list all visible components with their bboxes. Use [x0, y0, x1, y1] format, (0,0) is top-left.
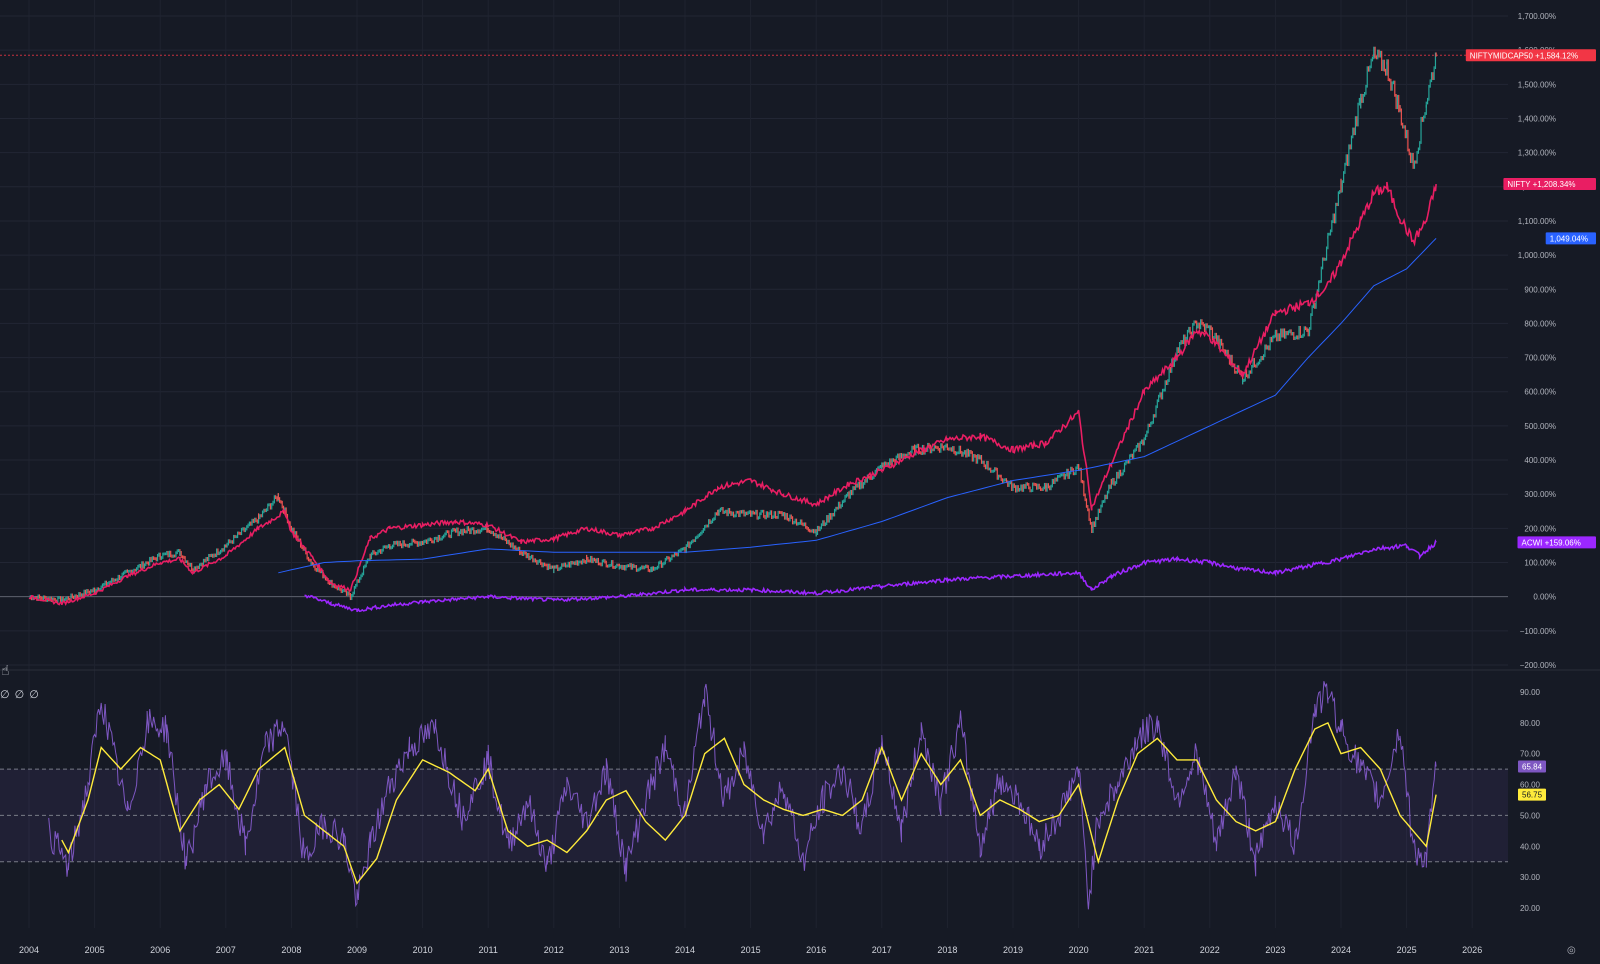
- x-tick-label-0: 2004: [19, 945, 39, 955]
- y-tick-label-15: 200.00%: [1524, 524, 1556, 533]
- y-tick-label-0: 1,700.00%: [1518, 12, 1556, 21]
- oscillator-series: [48, 681, 1437, 910]
- y-tick-label-9: 800.00%: [1524, 319, 1556, 328]
- y-tick-label-16: 100.00%: [1524, 559, 1556, 568]
- x-tick-label-6: 2010: [413, 945, 433, 955]
- x-tick-label-2: 2006: [150, 945, 170, 955]
- x-tick-label-13: 2017: [872, 945, 892, 955]
- osc-tick-label-1: 80.00: [1520, 719, 1541, 728]
- price-scale[interactable]: 1,700.00%1,600.00%1,500.00%1,400.00%1,30…: [1518, 12, 1556, 670]
- y-tick-label-11: 600.00%: [1524, 388, 1556, 397]
- x-tick-label-16: 2020: [1069, 945, 1089, 955]
- osc-tick-label-7: 20.00: [1520, 904, 1541, 913]
- oscillator-pane: [0, 768, 1508, 863]
- x-tick-label-10: 2014: [675, 945, 695, 955]
- last-label-0: NIFTYMIDCAP50 +1,584.12%: [1470, 51, 1578, 60]
- last-label-2: 1,049.04%: [1550, 234, 1588, 243]
- x-tick-label-3: 2007: [216, 945, 236, 955]
- series-line-acwi: [304, 539, 1437, 613]
- osc-tick-label-3: 60.00: [1520, 781, 1541, 790]
- y-tick-label-18: −100.00%: [1520, 627, 1556, 636]
- osc-tick-label-4: 50.00: [1520, 811, 1541, 820]
- last-label-1: NIFTY +1,208.34%: [1507, 180, 1575, 189]
- y-tick-label-14: 300.00%: [1524, 490, 1556, 499]
- x-tick-label-11: 2015: [741, 945, 761, 955]
- oscillator-scale[interactable]: 90.00 80.00 70.00 60.00 50.00 40.00 30.00 20.00: [1520, 688, 1541, 913]
- osc-tick-label-6: 30.00: [1520, 873, 1541, 882]
- hand-point-icon[interactable]: ☝: [1, 663, 10, 679]
- osc-tick-label-5: 40.00: [1520, 842, 1541, 851]
- osc-tick-label-2: 70.00: [1520, 750, 1541, 759]
- x-tick-label-8: 2012: [544, 945, 564, 955]
- osc-label-bg-1: [1518, 788, 1546, 801]
- x-tick-label-14: 2018: [937, 945, 957, 955]
- main-series: [28, 46, 1437, 613]
- y-tick-label-2: 1,500.00%: [1518, 80, 1556, 89]
- y-tick-label-17: 0.00%: [1533, 593, 1556, 602]
- last-label-bg-0: [1465, 49, 1596, 62]
- y-tick-label-12: 500.00%: [1524, 422, 1556, 431]
- osc-last-label-0: 65.84: [1522, 763, 1543, 772]
- legend-glyph-1: ∅: [0, 688, 13, 701]
- x-tick-label-18: 2022: [1200, 945, 1220, 955]
- settings-icon[interactable]: ◎: [1567, 945, 1576, 956]
- time-scale[interactable]: 2004 2005 2006 2007 2008 2009 2010 2011 2012 2013…: [19, 945, 1482, 955]
- x-tick-label-19: 2023: [1265, 945, 1285, 955]
- x-tick-label-4: 2008: [281, 945, 301, 955]
- y-tick-label-4: 1,300.00%: [1518, 149, 1556, 158]
- legend-glyph-2: ∅: [14, 688, 28, 701]
- x-tick-label-12: 2016: [806, 945, 826, 955]
- x-tick-label-15: 2019: [1003, 945, 1023, 955]
- y-tick-label-7: 1,000.00%: [1518, 251, 1556, 260]
- x-tick-label-20: 2024: [1331, 945, 1351, 955]
- grid-lines: [0, 0, 1600, 928]
- series-line-nifty: [28, 181, 1437, 606]
- x-tick-label-9: 2013: [609, 945, 629, 955]
- last-label-3: ACWI +159.06%: [1522, 538, 1581, 547]
- indicator-legend[interactable]: ∅ ∅ ∅: [0, 688, 44, 701]
- x-tick-label-21: 2025: [1397, 945, 1417, 955]
- oscillator-signal-line: [61, 721, 1437, 885]
- series-line-avg: [278, 238, 1437, 574]
- oscillator-line: [48, 681, 1437, 910]
- x-tick-label-1: 2005: [85, 945, 105, 955]
- legend-glyph-3: ∅: [29, 688, 42, 701]
- y-tick-label-19: −200.00%: [1520, 661, 1556, 670]
- last-label-bg-2: [1545, 232, 1596, 245]
- y-tick-label-10: 700.00%: [1524, 354, 1556, 363]
- x-tick-label-7: 2011: [479, 945, 498, 955]
- x-tick-label-5: 2009: [347, 945, 367, 955]
- y-tick-label-3: 1,400.00%: [1518, 114, 1556, 123]
- y-tick-label-8: 900.00%: [1524, 285, 1556, 294]
- y-tick-label-13: 400.00%: [1524, 456, 1556, 465]
- last-value-labels: NIFTYMIDCAP50 +1,584.12% NIFTY +1,208.34%…: [1465, 49, 1596, 801]
- osc-last-label-1: 56.75: [1522, 791, 1543, 800]
- last-label-bg-3: [1517, 536, 1596, 549]
- y-tick-label-6: 1,100.00%: [1518, 217, 1556, 226]
- last-label-bg-1: [1503, 178, 1596, 191]
- osc-label-bg-0: [1518, 760, 1546, 773]
- x-tick-label-17: 2021: [1134, 945, 1154, 955]
- osc-tick-label-0: 90.00: [1520, 688, 1541, 697]
- x-tick-label-22: 2026: [1462, 945, 1482, 955]
